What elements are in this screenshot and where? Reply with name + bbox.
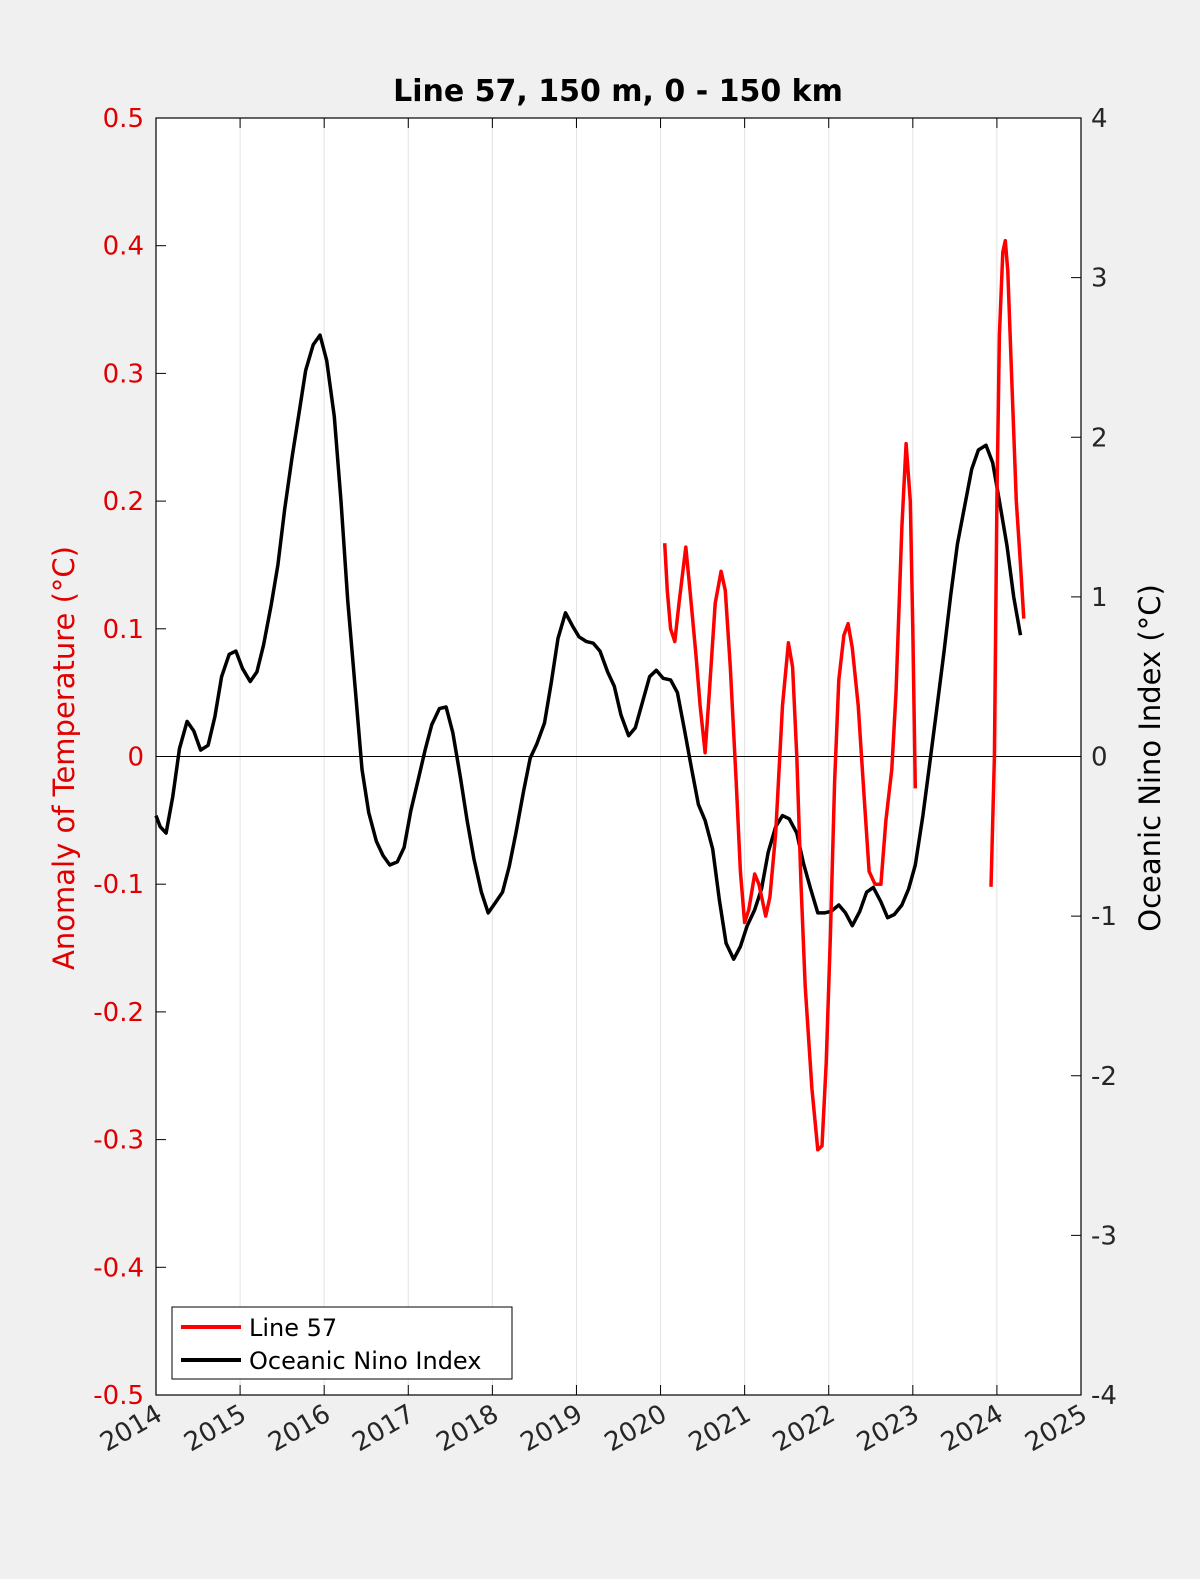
- y-left-tick-label: -0.4: [93, 1253, 144, 1283]
- y-right-tick-label: -3: [1091, 1221, 1117, 1251]
- y-left-tick-label: 0.1: [103, 615, 144, 645]
- y-left-tick-label: 0.5: [103, 104, 144, 134]
- y-left-tick-label: 0.4: [103, 232, 144, 262]
- y-left-tick-label: 0.3: [103, 359, 144, 389]
- legend-label-line57: Line 57: [249, 1314, 337, 1342]
- legend: Line 57 Oceanic Nino Index: [171, 1306, 513, 1380]
- legend-label-oni: Oceanic Nino Index: [249, 1347, 481, 1375]
- y-left-tick-label: 0.2: [103, 487, 144, 517]
- y-left-tick-label: 0: [127, 743, 144, 773]
- y-right-tick-label: -2: [1091, 1062, 1117, 1092]
- y-left-tick-label: -0.3: [93, 1126, 144, 1156]
- y-right-tick-label: 3: [1091, 264, 1108, 294]
- y-axis-right-label: Oceanic Nino Index (°C): [1133, 584, 1167, 932]
- chart-title: Line 57, 150 m, 0 - 150 km: [393, 74, 843, 109]
- y-right-tick-label: 1: [1091, 583, 1108, 613]
- y-axis-left-label: Anomaly of Temperature (°C): [47, 546, 81, 970]
- y-axis-left: 0.5 0.4 0.3 0.2 0.1 0 -0.1 -0.2 -0.3 -0.4 -0.5: [93, 104, 166, 1411]
- series-oni: [154, 333, 1023, 961]
- y-left-tick-label: -0.2: [93, 998, 144, 1028]
- y-right-tick-label: -4: [1091, 1381, 1117, 1411]
- legend-box: [171, 1306, 513, 1380]
- series-layer: [154, 238, 1026, 1152]
- line57-path: [989, 238, 1026, 887]
- y-right-tick-label: 2: [1091, 423, 1108, 453]
- y-right-tick-label: -1: [1091, 902, 1117, 932]
- y-right-tick-label: 0: [1091, 743, 1108, 773]
- oni-path: [154, 333, 1023, 961]
- y-left-tick-label: -0.1: [93, 870, 144, 900]
- line57-path: [662, 441, 918, 1152]
- y-right-tick-label: 4: [1091, 104, 1108, 134]
- y-axis-right: 4 3 2 1 0 -1 -2 -3 -4: [1071, 104, 1117, 1411]
- series-line57: [662, 238, 1026, 1152]
- y-left-tick-label: -0.5: [93, 1381, 144, 1411]
